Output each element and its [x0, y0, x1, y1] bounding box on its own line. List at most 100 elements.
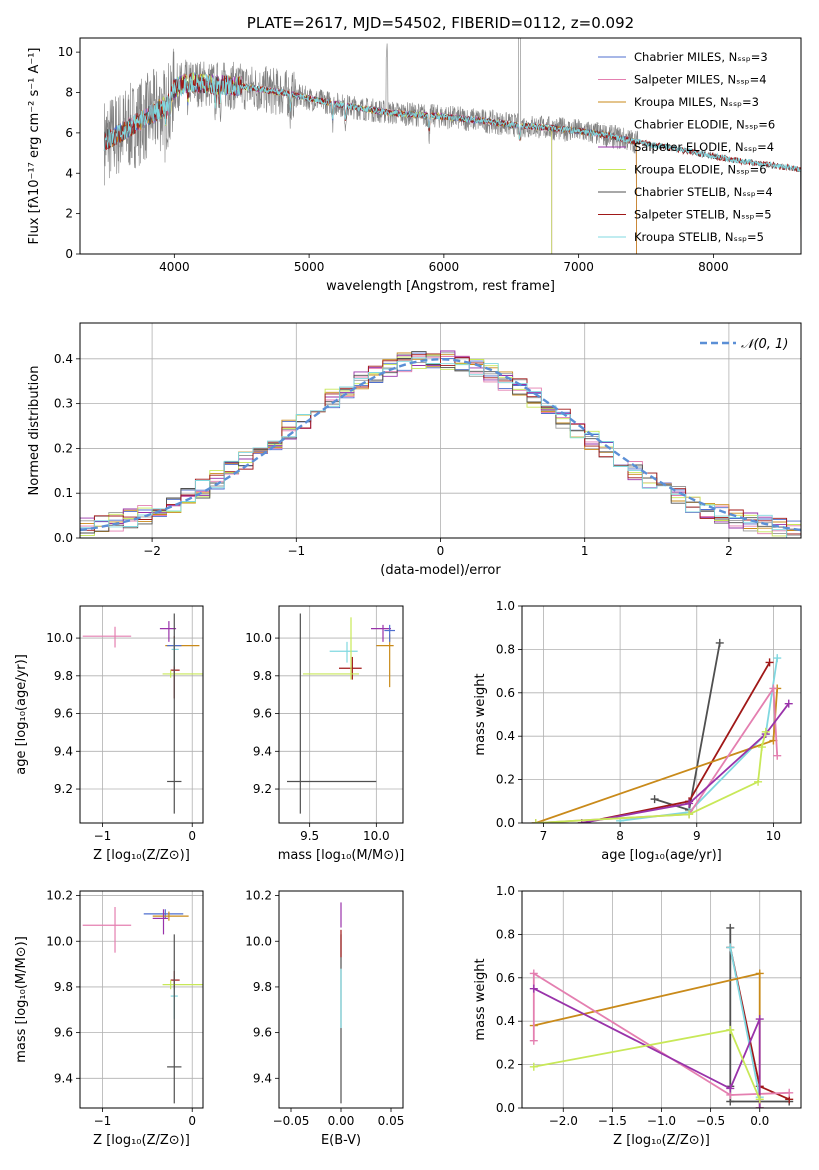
x-tick-label: −0.05 — [273, 1114, 310, 1128]
y-tick-label: 0.4 — [54, 352, 73, 366]
y-tick-label: 9.8 — [253, 980, 272, 994]
marker-kroupa_elodie — [726, 1025, 735, 1034]
legend-label: Kroupa ELODIE, Nₛₛₚ=6 — [634, 163, 767, 177]
normal-curve — [80, 358, 801, 532]
x-tick-label: 0 — [437, 544, 445, 558]
chart-title: PLATE=2617, MJD=54502, FIBERID=0112, z=0… — [247, 14, 634, 32]
marker-salpeter_miles — [785, 1088, 794, 1097]
marker-kroupa_elodie — [529, 1062, 538, 1071]
legend-label: 𝒩(0, 1) — [741, 337, 788, 352]
panel-spectrum: 4000 5000 6000 7000 8000 0 2 4 6 8 10 wavelength [A… — [27, 14, 802, 294]
y-tick-label: 10.0 — [46, 934, 73, 948]
marker-kroupa_stelib — [773, 654, 782, 663]
x-tick-label: 6000 — [429, 260, 460, 274]
y-tick-label: 0.8 — [496, 927, 515, 941]
x-tick-label: 7 — [540, 829, 548, 843]
y-tick-label: 9.6 — [54, 707, 73, 721]
marker-kroupa_elodie — [754, 777, 763, 786]
y-tick-label: 10.0 — [245, 631, 272, 645]
x-tick-label: −0.5 — [696, 1114, 725, 1128]
marker-kroupa_miles — [755, 969, 764, 978]
marker-salpeter_miles — [529, 1036, 538, 1045]
x-tick-label: 0 — [188, 1114, 196, 1128]
y-tick-label: 0.6 — [496, 686, 515, 700]
marker-salpeter_stelib — [765, 658, 774, 667]
marker-chabrier_stelib — [650, 795, 659, 804]
marker-kroupa_elodie — [761, 727, 770, 736]
legend-label: Salpeter MILES, Nₛₛₚ=4 — [634, 73, 767, 87]
y-tick-label: 0.2 — [496, 1058, 515, 1072]
legend: Chabrier MILES, Nₛₛₚ=3 Salpeter MILES, Nₛ… — [598, 50, 775, 244]
x-tick-label: 0.00 — [328, 1114, 355, 1128]
legend-label: Salpeter ELODIE, Nₛₛₚ=4 — [634, 140, 774, 154]
plot-area — [80, 350, 801, 538]
panel-mass_vs_ebv: −0.05 0.00 0.05 9.4 9.6 9.8 10.0 10.2 E(B-V) — [245, 889, 404, 1148]
plot-area — [529, 923, 794, 1108]
y-axis-label: mass [log₁₀(M/M⊙)] — [14, 936, 29, 1063]
axes-frame — [278, 605, 404, 824]
x-axis-label: age [log₁₀(age/yr)] — [601, 848, 722, 863]
y-tick-label: 0.2 — [496, 773, 515, 787]
y-tick-label: 9.4 — [54, 744, 73, 758]
axes-frame — [278, 890, 404, 1109]
y-tick-label: 0.0 — [496, 1101, 515, 1115]
x-tick-label: 7000 — [563, 260, 594, 274]
y-tick-label: 0.4 — [496, 729, 515, 743]
plot-area — [287, 613, 395, 814]
y-tick-label: 0.6 — [496, 971, 515, 985]
x-tick-label: 9.5 — [300, 829, 319, 843]
marker-kroupa_stelib — [726, 943, 735, 952]
series-salpeter_stelib — [581, 661, 771, 823]
panel-massweight_vs_z: −2.0 −1.5 −1.0 −0.5 0.0 0.0 0.2 0.4 0.6 0.8 1.0 Z [… — [473, 884, 802, 1148]
x-tick-label: 5000 — [294, 260, 325, 274]
panel-residuals: −2 −1 0 1 2 0.0 0.1 0.2 0.3 0.4 (data-model)/error… — [27, 322, 802, 578]
model-spectrum-kroupa_miles — [111, 73, 637, 254]
y-axis-label: mass weight — [473, 673, 488, 755]
marker-kroupa_elodie — [755, 1095, 764, 1104]
y-tick-label: 10.2 — [46, 889, 73, 903]
data-spectrum — [104, 38, 639, 186]
x-tick-label: −1.5 — [598, 1114, 627, 1128]
x-tick-label: 0 — [188, 829, 196, 843]
panel-age_vs_z: −1 0 9.2 9.4 9.6 9.8 10.0 Z [log₁₀(Z/Z⊙)] age [l… — [14, 605, 204, 863]
x-tick-label: 1 — [581, 544, 589, 558]
series-salpeter_elodie — [581, 703, 790, 823]
y-tick-label: 10.0 — [46, 631, 73, 645]
marker-kroupa_elodie — [685, 810, 694, 819]
y-tick-label: 9.4 — [54, 1071, 73, 1085]
y-tick-label: 1.0 — [496, 599, 515, 613]
y-tick-label: 9.6 — [253, 707, 272, 721]
y-tick-label: 9.8 — [54, 669, 73, 683]
x-tick-label: −2 — [143, 544, 161, 558]
y-tick-label: 10.2 — [245, 889, 272, 903]
y-tick-label: 9.2 — [253, 782, 272, 796]
y-axis-label: age [log₁₀(age/yr)] — [14, 654, 29, 775]
marker-salpeter_elodie — [755, 1104, 764, 1108]
series-kroupa_stelib — [619, 657, 779, 822]
x-axis-label: wavelength [Angstrom, rest frame] — [326, 279, 555, 294]
panel-massweight_vs_age: 7 8 9 10 0.0 0.2 0.4 0.6 0.8 1.0 age [log₁₀(age/yr… — [473, 599, 802, 863]
x-axis-label: (data-model)/error — [380, 563, 501, 578]
model-spectrum-chabrier_miles — [111, 71, 637, 254]
x-tick-label: 2 — [725, 544, 733, 558]
legend-label: Salpeter STELIB, Nₛₛₚ=5 — [634, 208, 772, 222]
y-tick-label: 0.8 — [496, 642, 515, 656]
x-tick-label: −1 — [287, 544, 305, 558]
marker-salpeter_elodie — [726, 1084, 735, 1093]
axes-frame — [521, 605, 802, 824]
axes-frame — [79, 322, 802, 539]
y-tick-label: 9.6 — [253, 1026, 272, 1040]
x-axis-label: mass [log₁₀(M/M⊙)] — [278, 848, 405, 863]
series-kroupa_stelib — [729, 947, 761, 1098]
x-axis-label: Z [log₁₀(Z/Z⊙)] — [93, 848, 190, 863]
histogram-kroupa_stelib — [80, 357, 801, 538]
y-axis-label: Normed distribution — [27, 366, 42, 496]
legend-label: Kroupa MILES, Nₛₛₚ=3 — [634, 95, 759, 109]
plot-area — [82, 906, 203, 1104]
y-axis-label: Flux [fλ10⁻¹⁷ erg cm⁻² s⁻¹ A⁻¹] — [27, 48, 42, 245]
x-tick-label: 4000 — [159, 260, 190, 274]
marker-kroupa_elodie — [757, 743, 766, 752]
x-tick-label: −1 — [94, 829, 112, 843]
y-tick-label: 0 — [65, 247, 73, 261]
